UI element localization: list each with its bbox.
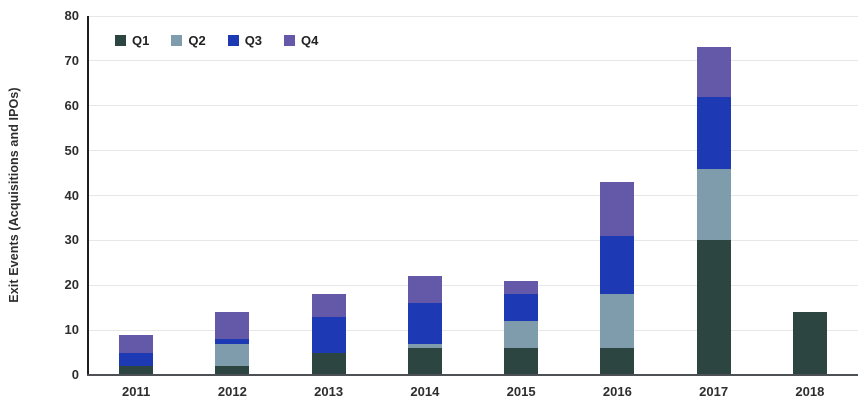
gridline [88, 150, 858, 152]
y-tick-label: 0 [71, 367, 79, 382]
legend: Q1 Q2 Q3 Q4 [115, 33, 318, 48]
legend-swatch-icon [171, 35, 183, 46]
bar-segment-q1-2016 [600, 348, 635, 375]
bar-segment-q4-2015 [504, 280, 539, 295]
legend-swatch-icon [284, 35, 296, 46]
bar-segment-q2-2015 [504, 321, 539, 349]
y-tick-label: 40 [64, 187, 79, 203]
legend-swatch-icon [227, 35, 239, 46]
bar-segment-q4-2014 [407, 276, 442, 304]
bar-segment-q4-2013 [311, 294, 346, 317]
gridline [88, 284, 858, 286]
legend-label: Q1 [132, 33, 150, 48]
y-axis-line [87, 16, 89, 376]
gridline [88, 329, 858, 331]
y-tick-label: 80 [64, 8, 79, 23]
bar-segment-q1-2014 [407, 348, 442, 375]
bar-segment-q1-2013 [311, 352, 346, 375]
x-tick-label: 2012 [217, 384, 247, 399]
bar-segment-q3-2012 [215, 339, 250, 344]
bar-segment-q4-2012 [215, 312, 250, 340]
gridline [88, 15, 858, 17]
y-tick-label: 10 [64, 322, 79, 338]
bar-segment-q2-2012 [215, 343, 250, 367]
x-axis-line [87, 374, 858, 376]
bar-segment-q4-2011 [119, 334, 154, 353]
legend-item-q1: Q1 [115, 33, 149, 48]
y-tick-label: 20 [64, 277, 79, 293]
legend-item-q2: Q2 [171, 33, 206, 48]
bar-segment-q2-2017 [696, 168, 731, 241]
bar-segment-q2-2016 [600, 294, 635, 349]
bar-segment-q2-2014 [407, 343, 442, 349]
gridline [88, 239, 858, 241]
y-tick-label: 60 [64, 97, 79, 113]
y-tick-label: 70 [64, 52, 79, 68]
bar-segment-q1-2018 [792, 312, 827, 375]
bar-segment-q3-2014 [407, 303, 442, 344]
bar-segment-q3-2015 [504, 294, 539, 322]
x-tick-label: 2016 [602, 384, 632, 399]
x-tick-label: 2014 [410, 384, 440, 399]
bar-segment-q1-2012 [215, 366, 250, 375]
legend-label: Q3 [244, 33, 263, 48]
gridline [88, 195, 858, 196]
legend-swatch-icon [115, 35, 126, 46]
x-tick-label: 2015 [506, 384, 536, 399]
x-tick-label: 2011 [122, 384, 151, 399]
bar-segment-q3-2017 [696, 96, 731, 169]
bar-segment-q3-2016 [600, 235, 635, 295]
legend-item-q3: Q3 [227, 33, 263, 48]
gridline [88, 60, 858, 62]
legend-label: Q2 [188, 33, 206, 48]
gridline [88, 105, 858, 107]
y-tick-label: 50 [64, 142, 79, 158]
x-tick-label: 2018 [795, 384, 825, 399]
bar-segment-q1-2011 [119, 366, 154, 375]
bar-segment-q4-2016 [600, 182, 635, 236]
bar-segment-q3-2011 [119, 352, 154, 367]
bar-segment-q4-2017 [696, 47, 731, 97]
x-tick-label: 2017 [699, 384, 729, 399]
bar-segment-q3-2013 [311, 316, 346, 353]
bar-segment-q1-2015 [504, 348, 539, 375]
legend-item-q4: Q4 [284, 33, 318, 48]
y-tick-label: 30 [64, 232, 79, 248]
bar-segment-q1-2017 [696, 240, 731, 375]
x-tick-label: 2013 [314, 384, 344, 399]
legend-label: Q4 [301, 33, 319, 48]
